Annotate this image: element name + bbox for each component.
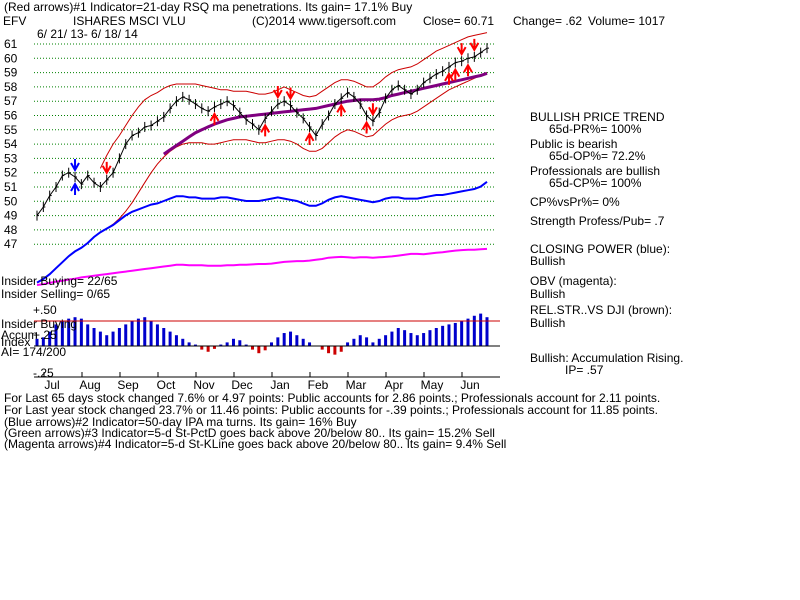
- x-tick-label: Feb: [308, 378, 329, 392]
- prof-value: 65d-CP%= 100%: [549, 176, 642, 190]
- y-tick-label: 59: [4, 66, 18, 80]
- red-up-arrow: [450, 67, 461, 81]
- red-up-arrow: [304, 131, 315, 145]
- y-tick-label: 61: [4, 37, 18, 51]
- y-tick-label: 51: [4, 180, 18, 194]
- red-up-arrow: [260, 123, 271, 137]
- blue-down-arrow: [70, 158, 80, 173]
- index-label: Index: [1, 335, 31, 349]
- accum-title: Bullish: Accumulation Rising.: [530, 351, 684, 365]
- symbol-label: EFV: [3, 14, 27, 28]
- x-tick-label: Nov: [193, 378, 214, 392]
- red-down-arrow: [469, 38, 480, 52]
- footer-line-1: For Last 65 days stock changed 7.6% or 4…: [4, 391, 661, 405]
- fund-name: ISHARES MSCI VLU: [73, 14, 186, 28]
- copyright-label: (C)2014 www.tigersoft.com: [252, 14, 397, 28]
- strength-ratio: Strength Profess/Pub= .7: [530, 214, 665, 228]
- y-tick-label: 50: [4, 194, 18, 208]
- x-tick-label: May: [421, 378, 444, 392]
- y-tick-label: 49: [4, 209, 18, 223]
- red-down-arrow: [456, 43, 467, 57]
- accum-value: IP= .57: [565, 363, 604, 377]
- insider-buying-label: Insider Buying: [1, 317, 78, 331]
- red-down-arrow: [285, 87, 296, 101]
- lower-band-line: [100, 72, 488, 234]
- red-down-arrow: [272, 86, 283, 100]
- prof-title: Professionals are bullish: [530, 164, 661, 178]
- red-up-arrow: [209, 111, 220, 125]
- red-up-arrow: [463, 63, 473, 77]
- volume-value: Volume= 1017: [588, 14, 666, 28]
- y-tick-label: 54: [4, 137, 18, 151]
- footer-line-2: For Last year stock changed 23.7% or 11.…: [4, 403, 658, 417]
- price-line: [36, 47, 488, 216]
- red-down-arrow: [101, 161, 112, 175]
- obv-title: OBV (magenta):: [530, 274, 617, 288]
- trend-value: 65d-PR%= 100%: [549, 122, 642, 136]
- cp-vs-pr: CP%vsPr%= 0%: [530, 195, 620, 209]
- y-tick-label: 58: [4, 80, 18, 94]
- x-tick-label: Dec: [231, 378, 252, 392]
- y-tick-label: 56: [4, 109, 18, 123]
- change-value: Change= .62: [513, 14, 583, 28]
- y-tick-label: 53: [4, 151, 18, 165]
- moving-average-line: [162, 71, 488, 156]
- y-tick-label: 57: [4, 94, 18, 108]
- accum-plus25: +.25: [33, 328, 57, 342]
- closing-power-title: CLOSING POWER (blue):: [530, 242, 671, 256]
- relstr-title: REL.STR..VS DJI (brown):: [530, 303, 673, 317]
- closing-power-line: [36, 181, 488, 284]
- x-tick-label: Jun: [460, 378, 479, 392]
- ai-value: AI= 174/200: [1, 345, 67, 359]
- red-up-arrow: [444, 71, 454, 85]
- closing-power-value: Bullish: [530, 254, 566, 268]
- close-value: Close= 60.71: [423, 14, 495, 28]
- y-tick-label: 48: [4, 223, 18, 237]
- public-value: 65d-OP%= 72.2%: [549, 149, 646, 163]
- footer-line-5: (Magenta arrows)#4 Indicator=5-d St-KLin…: [4, 437, 507, 451]
- red-down-arrow: [368, 103, 378, 117]
- date-range: 6/ 21/ 13- 6/ 18/ 14: [37, 27, 138, 41]
- footer-line-4: (Green arrows)#3 Indicator=5-d St-PctD g…: [4, 426, 495, 440]
- x-tick-label: Sep: [117, 378, 139, 392]
- red-up-arrow: [361, 120, 372, 134]
- relstr-value: Bullish: [530, 316, 566, 330]
- red-up-arrow: [336, 103, 347, 117]
- x-tick-label: Aug: [79, 378, 100, 392]
- insider-selling: Insider Selling= 0/65: [1, 287, 111, 301]
- insider-buying: Insider Buying= 22/65: [1, 274, 118, 288]
- upper-band-line: [99, 32, 488, 169]
- x-tick-label: Jan: [270, 378, 289, 392]
- x-tick-label: Oct: [157, 378, 176, 392]
- y-tick-label: 60: [4, 51, 18, 65]
- indicator-line-1: (Red arrows)#1 Indicator=21-day RSQ ma p…: [4, 0, 413, 14]
- footer-line-3: (Blue arrows)#2 Indicator=50-day IPA ma …: [4, 415, 357, 429]
- x-tick-label: Mar: [346, 378, 367, 392]
- y-tick-label: 47: [4, 237, 18, 251]
- blue-up-arrow: [70, 181, 80, 195]
- accum-plus50: +.50: [33, 303, 57, 317]
- accum-minus25: -.25: [33, 366, 54, 380]
- y-tick-label: 52: [4, 166, 18, 180]
- accum-label: Accum: [1, 328, 38, 342]
- obv-line: [36, 247, 488, 286]
- x-tick-label: Apr: [385, 378, 404, 392]
- y-tick-label: 55: [4, 123, 18, 137]
- public-title: Public is bearish: [530, 137, 618, 151]
- trend-title: BULLISH PRICE TREND: [530, 110, 665, 124]
- obv-value: Bullish: [530, 287, 566, 301]
- x-tick-label: Jul: [44, 378, 59, 392]
